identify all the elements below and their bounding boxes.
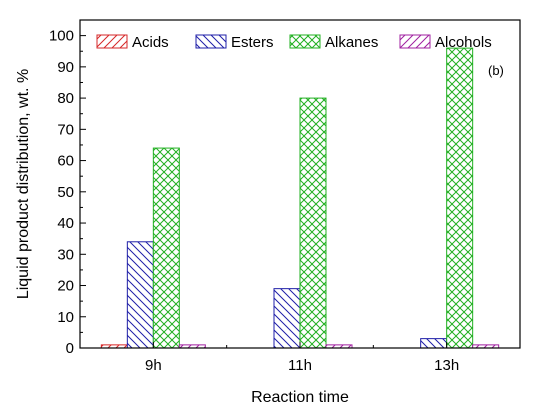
legend-label-esters: Esters (231, 34, 274, 51)
y-tick-label: 20 (57, 278, 74, 295)
panel-label: (b) (488, 63, 504, 78)
y-tick-label: 80 (57, 90, 74, 107)
bar-alkanes-13h (446, 47, 474, 349)
legend-label-alkanes: Alkanes (325, 34, 378, 51)
legend-swatch-alcohols (399, 34, 431, 49)
y-tick-label: 10 (57, 309, 74, 326)
y-tick-label: 50 (57, 184, 74, 201)
y-tick-label: 40 (57, 215, 74, 232)
legend-swatch-esters (195, 34, 227, 49)
bar-esters-13h (420, 338, 448, 349)
bar-alkanes-9h (152, 147, 180, 349)
x-tick-label: 13h (434, 357, 459, 374)
y-tick-label: 90 (57, 59, 74, 76)
y-tick-label: 30 (57, 246, 74, 263)
bars-layer (100, 47, 500, 349)
x-tick-label: 11h (288, 357, 312, 374)
legend-label-alcohols: Alcohols (435, 34, 492, 51)
bar-esters-9h (126, 241, 154, 349)
y-tick-label: 70 (57, 121, 74, 138)
bar-esters-11h (273, 288, 301, 349)
legend-swatch-alkanes (289, 34, 321, 49)
x-tick-label: 9h (145, 357, 162, 374)
bar-alkanes-11h (299, 97, 327, 349)
x-axis-title: Reaction time (251, 389, 349, 406)
legend-swatch-acids (96, 34, 128, 49)
y-tick-label: 60 (57, 153, 74, 170)
y-tick-label: 100 (49, 28, 74, 45)
y-axis-title: Liquid product distribution, wt. % (15, 69, 32, 299)
ticks-layer: 0 10 20 30 40 50 60 70 80 90 100 9h 11h 13h (49, 28, 459, 374)
legend-label-acids: Acids (132, 34, 169, 51)
y-tick-label: 0 (66, 340, 74, 357)
legend: Acids Esters Alkanes Alcohols (96, 34, 492, 51)
